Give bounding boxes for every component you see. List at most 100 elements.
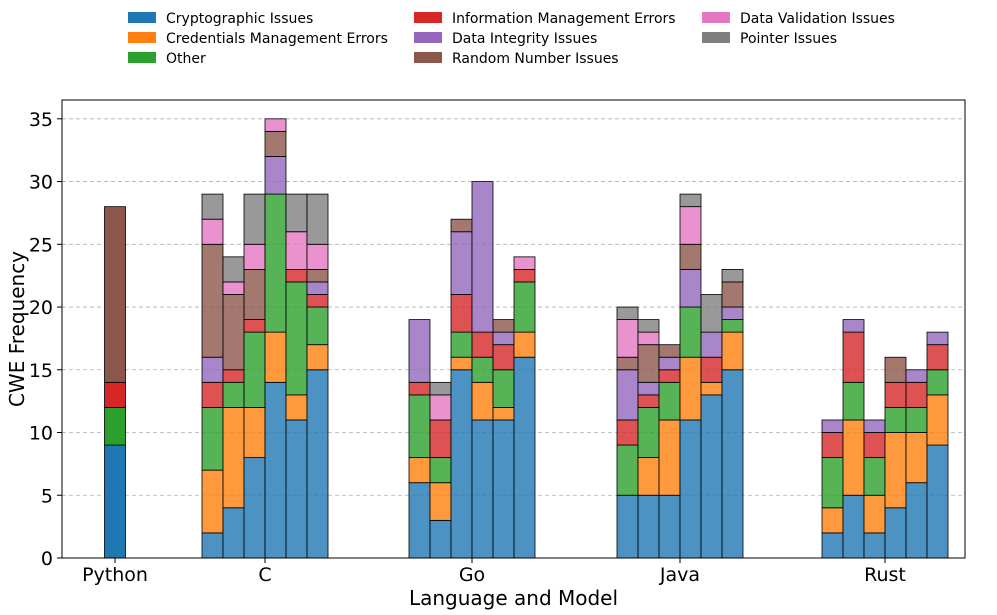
bar-segment-credentials-management-errors [471, 381, 494, 421]
bar-segment-other [104, 407, 126, 446]
legend-swatch-data-integrity-issues [414, 32, 442, 43]
bar-segment-information-management-errors [450, 294, 473, 333]
y-axis-label: CWE Frequency [5, 251, 29, 407]
bar-segment-information-management-errors [926, 344, 949, 371]
bar-segment-pointer-issues [306, 193, 329, 245]
bar-segment-data-integrity-issues [926, 331, 949, 346]
bar-segment-pointer-issues [243, 193, 266, 245]
bar-segment-random-number-issues [450, 218, 473, 233]
bar-segment-cryptographic-issues [306, 369, 329, 559]
legend: Cryptographic Issues Credentials Manageme… [128, 11, 895, 67]
bar-segment-data-validation-issues [285, 231, 308, 270]
bar-segment-information-management-errors [408, 381, 431, 396]
bar-segment-random-number-issues [721, 281, 744, 308]
bar-segment-credentials-management-errors [222, 407, 245, 509]
bar-segment-pointer-issues [721, 268, 744, 283]
y-tick-label: 5 [41, 485, 53, 507]
bar-segment-pointer-issues [616, 306, 639, 320]
bar-segment-data-integrity-issues [679, 268, 702, 308]
bar-segment-cryptographic-issues [513, 356, 536, 559]
bar-segment-cryptographic-issues [721, 369, 744, 559]
bar-segment-cryptographic-issues [821, 532, 844, 559]
bar-segment-random-number-issues [884, 356, 907, 383]
bar-segment-data-validation-issues [264, 118, 287, 132]
x-tick-label-java: Java [659, 564, 700, 586]
bar-segment-other [222, 381, 245, 408]
legend-label-cryptographic-issues: Cryptographic Issues [166, 11, 313, 27]
bar-segment-other [492, 369, 515, 408]
legend-swatch-credentials-management-errors [128, 32, 156, 43]
bar-segment-other [616, 444, 639, 496]
bar-segment-data-validation-issues [429, 394, 452, 421]
bar-segment-pointer-issues [285, 193, 308, 233]
bar-segment-information-management-errors [104, 381, 126, 408]
y-tick-label: 0 [41, 548, 53, 570]
bar-segment-other [408, 394, 431, 459]
bar-segment-credentials-management-errors [264, 331, 287, 383]
bar-segment-data-integrity-issues [821, 419, 844, 433]
bar-segment-credentials-management-errors [492, 407, 515, 421]
bar-segment-data-integrity-issues [492, 331, 515, 346]
bar-segment-credentials-management-errors [842, 419, 865, 496]
bar-segment-cryptographic-issues [222, 507, 245, 559]
bar-segment-credentials-management-errors [658, 419, 681, 496]
bar-segment-information-management-errors [637, 394, 660, 408]
legend-label-other: Other [166, 51, 206, 67]
bar-segment-information-management-errors [285, 268, 308, 283]
bar-segment-other [450, 331, 473, 358]
bar-segment-cryptographic-issues [884, 507, 907, 559]
legend-swatch-pointer-issues [702, 32, 730, 43]
bar-segment-credentials-management-errors [721, 331, 744, 371]
bar-segment-cryptographic-issues [926, 444, 949, 559]
bar-segment-cryptographic-issues [905, 482, 928, 559]
bar-segment-information-management-errors [201, 381, 224, 408]
bar-segment-cryptographic-issues [243, 457, 266, 559]
bar-segment-data-integrity-issues [721, 306, 744, 320]
bar-segment-credentials-management-errors [679, 356, 702, 421]
bar-segment-other [842, 381, 865, 421]
bar-segment-other [306, 306, 329, 346]
bar-segment-data-integrity-issues [264, 156, 287, 195]
bar-segment-credentials-management-errors [306, 344, 329, 371]
bar-segment-other [471, 356, 494, 383]
bar-segment-other [721, 319, 744, 333]
bar-segment-information-management-errors [700, 356, 723, 383]
bar-segment-data-validation-issues [201, 218, 224, 245]
bar-segment-credentials-management-errors [905, 432, 928, 484]
bar-segment-information-management-errors [863, 432, 886, 459]
bar-segment-data-integrity-issues [450, 231, 473, 295]
bar-segment-information-management-errors [616, 419, 639, 446]
bar-segment-other [905, 407, 928, 433]
bar-segment-cryptographic-issues [637, 494, 660, 559]
bar-segment-data-integrity-issues [201, 356, 224, 383]
bar-segment-pointer-issues [222, 256, 245, 283]
y-tick-label: 10 [29, 423, 53, 445]
bar-segment-random-number-issues [492, 319, 515, 333]
bar-segment-random-number-issues [243, 268, 266, 320]
bar-segment-information-management-errors [842, 331, 865, 383]
bar-segment-credentials-management-errors [408, 457, 431, 484]
bar-segment-cryptographic-issues [104, 444, 126, 559]
bar-segment-data-validation-issues [513, 256, 536, 270]
bar-segment-credentials-management-errors [637, 457, 660, 496]
bar-segment-credentials-management-errors [201, 469, 224, 534]
bar-segment-information-management-errors [306, 294, 329, 308]
bar-segment-data-validation-issues [306, 243, 329, 270]
legend-swatch-other [128, 52, 156, 63]
bar-segment-cryptographic-issues [842, 494, 865, 559]
bar-segment-random-number-issues [616, 356, 639, 371]
bar-segment-cryptographic-issues [863, 532, 886, 559]
legend-label-data-integrity-issues: Data Integrity Issues [452, 31, 597, 47]
bar-segment-information-management-errors [821, 432, 844, 459]
bar-segment-information-management-errors [513, 268, 536, 283]
legend-label-data-validation-issues: Data Validation Issues [740, 11, 895, 27]
bar-segment-other [285, 281, 308, 396]
bar-segment-cryptographic-issues [201, 532, 224, 559]
bar-segment-data-integrity-issues [408, 319, 431, 383]
bar-segment-cryptographic-issues [471, 419, 494, 559]
bar-segment-credentials-management-errors [243, 407, 266, 459]
bar-segment-pointer-issues [429, 381, 452, 396]
bar-segment-information-management-errors [492, 344, 515, 371]
legend-swatch-random-number-issues [414, 52, 442, 63]
